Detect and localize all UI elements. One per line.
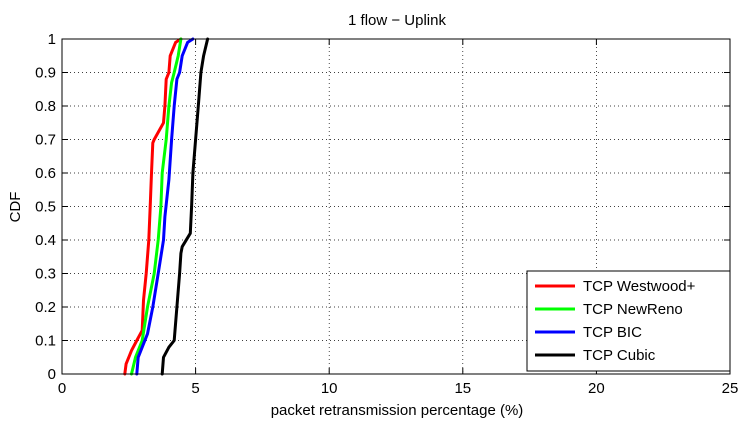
y-tick-label: 0.1 bbox=[35, 333, 56, 350]
y-tick-label: 1 bbox=[48, 31, 56, 48]
y-tick-label: 0.7 bbox=[35, 132, 56, 149]
y-tick-label: 0.6 bbox=[35, 165, 56, 182]
x-tick-label: 25 bbox=[722, 380, 739, 397]
series-line-tcp-westwood bbox=[123, 37, 183, 376]
y-tick-label: 0.3 bbox=[35, 266, 56, 283]
plot-lines bbox=[123, 37, 210, 376]
legend-label-tcp-newreno: TCP NewReno bbox=[583, 301, 683, 318]
y-axis-label: CDF bbox=[7, 192, 24, 223]
series-line-tcp-cubic bbox=[160, 37, 210, 376]
legend-label-tcp-cubic: TCP Cubic bbox=[583, 347, 656, 364]
x-tick-label: 5 bbox=[191, 380, 199, 397]
y-tick-label: 0.5 bbox=[35, 199, 56, 216]
x-tick-label: 15 bbox=[454, 380, 471, 397]
y-tick-label: 0.8 bbox=[35, 98, 56, 115]
legend-label-tcp-westwood: TCP Westwood+ bbox=[583, 278, 696, 295]
x-tick-label: 20 bbox=[588, 380, 605, 397]
series-line-tcp-newreno bbox=[130, 37, 183, 376]
y-tick-label: 0.9 bbox=[35, 65, 56, 82]
axis-ticks: 0 5 10 15 20 25 0 0.1 0.2 0.3 0.4 0.5 0.6 0.7 0.8 0.9 1 bbox=[35, 31, 738, 397]
legend-label-tcp-bic: TCP BIC bbox=[583, 324, 642, 341]
x-tick-label: 0 bbox=[58, 380, 66, 397]
series-line-tcp-bic bbox=[135, 37, 195, 376]
y-tick-label: 0 bbox=[48, 366, 56, 383]
y-tick-label: 0.2 bbox=[35, 299, 56, 316]
x-axis-label: packet retransmission percentage (%) bbox=[271, 402, 524, 419]
legend: TCP Westwood+ TCP NewReno TCP BIC TCP Cubic bbox=[526, 270, 731, 372]
chart-title: 1 flow − Uplink bbox=[348, 12, 446, 29]
x-tick-label: 10 bbox=[321, 380, 338, 397]
y-tick-label: 0.4 bbox=[35, 232, 56, 249]
